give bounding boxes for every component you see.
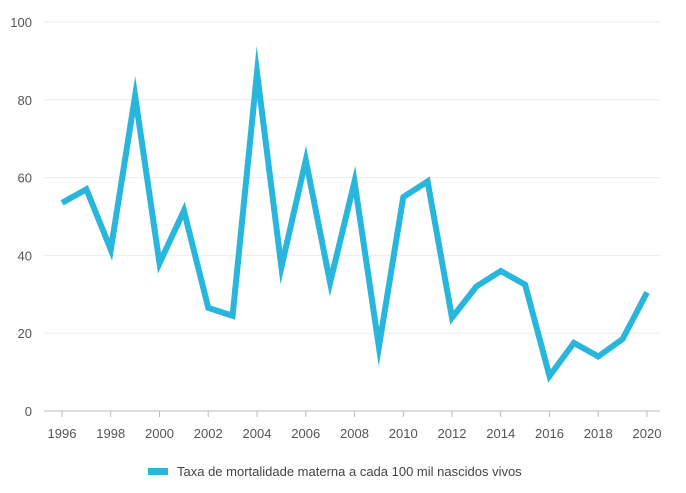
x-tick-label: 2014 [486,426,515,441]
legend-label: Taxa de mortalidade materna a cada 100 m… [177,464,522,479]
gridlines [44,21,660,334]
x-tick-label: 2006 [291,426,320,441]
y-tick-label: 60 [18,171,32,186]
x-tick-label: 1998 [96,426,125,441]
y-tick-label: 0 [25,404,32,419]
legend-swatch [148,468,168,475]
y-tick-label: 20 [18,326,32,341]
x-tick-label: 2004 [243,426,272,441]
axes [44,410,660,417]
x-tick-label: 2018 [584,426,613,441]
x-tick-label: 1996 [48,426,77,441]
y-axis-tick-labels: 0 20 40 60 80 100 [10,15,32,419]
legend: Taxa de mortalidade materna a cada 100 m… [148,464,522,479]
y-tick-label: 80 [18,93,32,108]
x-tick-label: 2010 [389,426,418,441]
y-tick-label: 40 [18,248,32,263]
x-axis-tick-labels: 1996 1998 2000 2002 2004 2006 2008 2010 2012 2014… [48,426,662,441]
x-tick-label: 2016 [535,426,564,441]
series-line [60,45,650,383]
x-tick-label: 2002 [194,426,223,441]
x-tick-label: 2008 [340,426,369,441]
y-tick-label: 100 [10,15,32,30]
series-group [60,45,650,383]
x-tick-label: 2020 [633,426,662,441]
x-tick-label: 2012 [438,426,467,441]
x-tick-label: 2000 [145,426,174,441]
